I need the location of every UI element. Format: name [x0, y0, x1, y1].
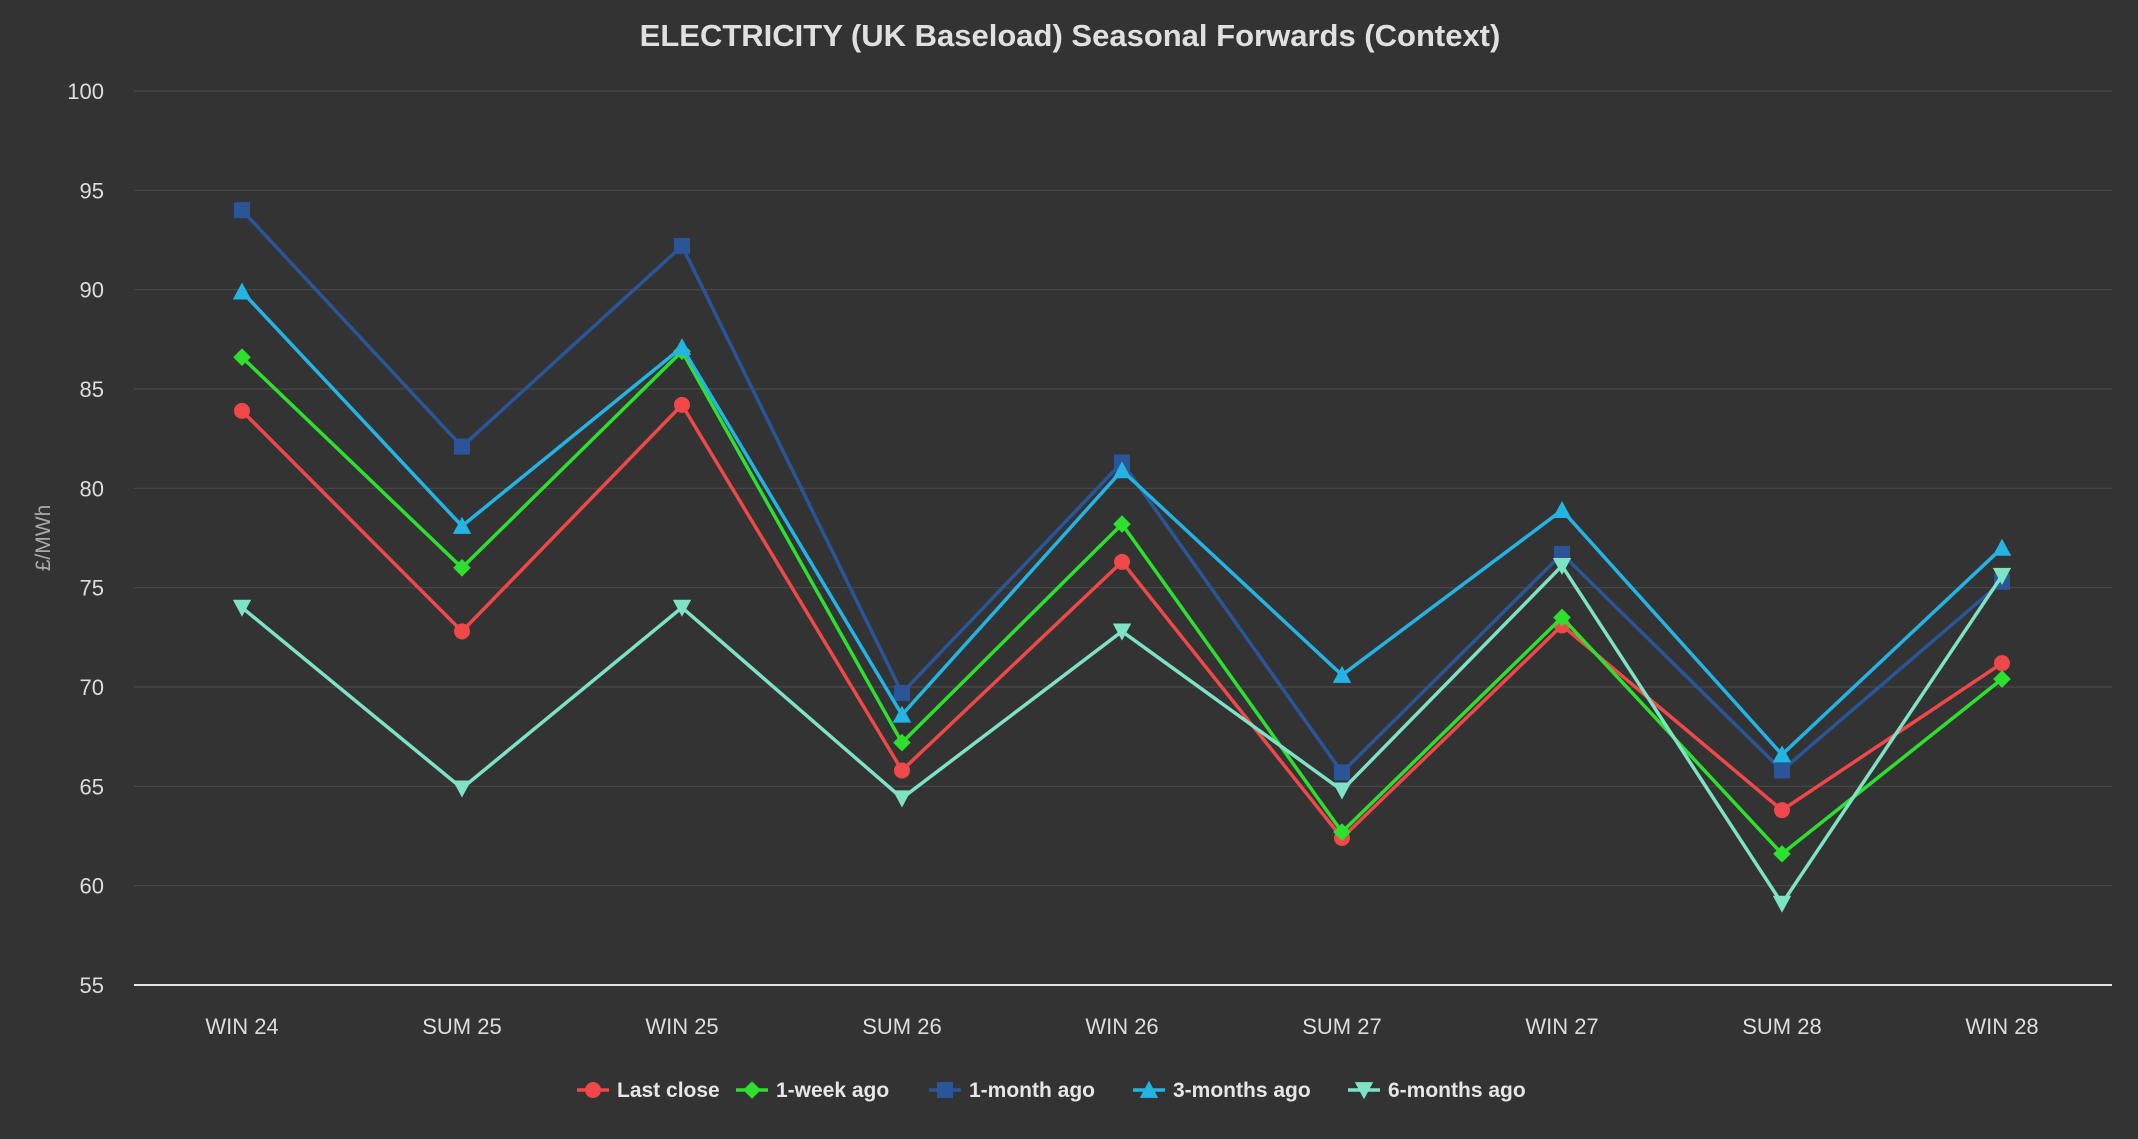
y-tick-label: 100 — [67, 79, 104, 104]
legend-marker — [1139, 1080, 1159, 1098]
x-axis-ticks: WIN 24 SUM 25 WIN 25 SUM 26 WIN 26 SUM 27 WIN … — [205, 1014, 2038, 1039]
legend-marker — [743, 1081, 761, 1099]
data-point — [1114, 553, 1130, 570]
legend-item[interactable]: 1-week ago — [736, 1079, 889, 1102]
data-point — [672, 599, 692, 617]
y-axis-ticks: 55 60 65 70 75 80 85 90 95 100 — [67, 79, 104, 998]
data-point — [1333, 823, 1351, 841]
data-point — [1553, 608, 1571, 627]
data-point — [1554, 545, 1570, 562]
data-point — [454, 438, 470, 455]
data-point — [1112, 623, 1132, 641]
data-point — [1773, 845, 1791, 863]
data-point — [452, 780, 472, 798]
x-tick-label: WIN 28 — [1965, 1014, 2038, 1039]
x-tick-label: SUM 26 — [862, 1014, 941, 1039]
data-point — [1332, 665, 1352, 683]
data-point — [893, 733, 911, 752]
data-point — [1774, 762, 1790, 779]
data-point — [1992, 538, 2012, 556]
series-4 — [232, 557, 2012, 913]
legend-label: 3-months ago — [1173, 1079, 1311, 1102]
data-point — [1992, 567, 2012, 585]
series-1 — [233, 342, 2011, 863]
y-tick-label: 70 — [80, 675, 104, 700]
data-point — [892, 790, 912, 808]
series-3 — [232, 282, 2012, 763]
x-tick-label: WIN 26 — [1085, 1014, 1158, 1039]
data-point — [1994, 655, 2010, 672]
data-point — [232, 282, 252, 300]
y-tick-label: 85 — [80, 377, 104, 402]
series-2 — [234, 202, 2010, 781]
data-point — [1112, 461, 1132, 479]
y-tick-label: 75 — [80, 576, 104, 601]
data-point — [1774, 802, 1790, 819]
legend-marker — [585, 1082, 601, 1098]
data-point — [674, 396, 690, 413]
y-tick-label: 60 — [80, 874, 104, 899]
legend-item[interactable]: 1-month ago — [929, 1079, 1095, 1102]
y-tick-label: 95 — [80, 178, 104, 203]
data-point — [232, 599, 252, 617]
data-point — [1993, 670, 2011, 688]
series-0 — [234, 396, 2010, 846]
legend-label: 1-month ago — [969, 1079, 1095, 1102]
x-tick-label: WIN 25 — [645, 1014, 718, 1039]
y-tick-label: 65 — [80, 774, 104, 799]
x-tick-label: SUM 27 — [1302, 1014, 1381, 1039]
chart-title: ELECTRICITY (UK Baseload) Seasonal Forwa… — [640, 18, 1501, 53]
data-point — [234, 202, 250, 219]
data-point — [894, 762, 910, 779]
data-point — [1552, 500, 1572, 519]
legend-item[interactable]: 6-months ago — [1348, 1079, 1526, 1102]
legend-marker — [1354, 1082, 1374, 1100]
data-point — [1552, 557, 1572, 576]
x-tick-label: SUM 28 — [1742, 1014, 1821, 1039]
data-point — [453, 559, 471, 577]
y-tick-label: 80 — [80, 476, 104, 501]
x-tick-label: WIN 24 — [205, 1014, 278, 1039]
series-line — [240, 349, 2004, 856]
data-point — [674, 237, 690, 254]
data-point — [894, 684, 910, 701]
legend-label: Last close — [617, 1079, 720, 1102]
legend-marker — [937, 1082, 953, 1098]
y-tick-label: 90 — [80, 278, 104, 303]
data-point — [233, 348, 251, 367]
data-point — [452, 516, 472, 534]
data-point — [1772, 895, 1792, 913]
data-point — [892, 705, 912, 723]
legend-item[interactable]: Last close — [577, 1079, 720, 1102]
legend: Last close 1-week ago 1-month ago 3-months … — [577, 1079, 1526, 1102]
data-point — [1772, 745, 1792, 763]
legend-label: 1-week ago — [776, 1079, 889, 1102]
series-line — [240, 564, 2004, 906]
y-tick-label: 55 — [80, 973, 104, 998]
data-point — [234, 402, 250, 419]
series-group — [232, 202, 2012, 913]
x-tick-label: WIN 27 — [1525, 1014, 1598, 1039]
data-point — [1334, 764, 1350, 781]
data-point — [672, 338, 692, 356]
data-point — [1113, 515, 1131, 533]
y-axis-title: £/MWh — [32, 505, 55, 572]
legend-label: 6-months ago — [1388, 1079, 1526, 1102]
x-tick-label: SUM 25 — [422, 1014, 501, 1039]
data-point — [454, 623, 470, 640]
legend-item[interactable]: 3-months ago — [1133, 1079, 1311, 1102]
data-point — [1332, 782, 1352, 800]
